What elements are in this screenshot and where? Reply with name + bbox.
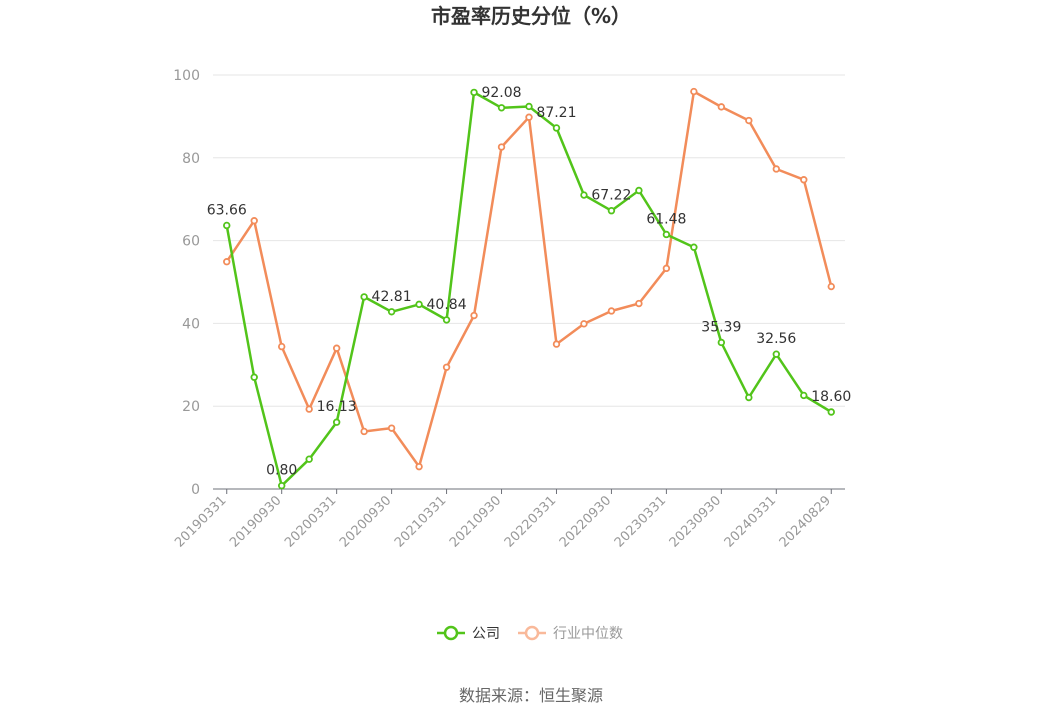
data-point: [690, 243, 698, 251]
data-point: [580, 191, 588, 199]
y-tick-label: 20: [182, 399, 200, 415]
data-label: 92.08: [481, 85, 521, 101]
y-tick-label: 40: [182, 316, 200, 332]
data-label: 40.84: [427, 297, 467, 313]
data-point: [442, 316, 451, 324]
data-point: [717, 103, 726, 111]
data-label: 35.39: [701, 319, 741, 335]
data-point: [415, 462, 423, 471]
x-tick-label: 20190930: [227, 493, 284, 550]
data-point: [223, 221, 231, 230]
data-point: [800, 176, 808, 184]
data-point: [470, 88, 478, 97]
x-tick-label: 20230331: [612, 493, 669, 550]
data-label: 18.60: [811, 389, 851, 405]
grid-lines: [213, 74, 845, 407]
x-tick-label: 20200331: [282, 493, 339, 550]
x-tick-label: 20210331: [392, 493, 449, 550]
data-point: [662, 230, 671, 239]
data-point: [690, 87, 698, 96]
data-label: 67.22: [591, 188, 631, 204]
data-point: [277, 481, 286, 490]
data-labels: 63.66 0.80 16.13 42.81 40.84 92.08 87.21 67.22 6…: [207, 85, 852, 479]
data-point: [277, 342, 286, 351]
data-point: [552, 124, 561, 132]
data-point: [772, 165, 781, 173]
data-point: [387, 424, 396, 432]
x-tick-label: 20240829: [777, 493, 834, 550]
data-point: [800, 391, 808, 400]
data-point: [497, 143, 506, 151]
y-tick-label: 100: [173, 68, 200, 84]
data-point: [360, 427, 368, 436]
data-point: [772, 350, 781, 358]
x-tick-label: 20190331: [172, 493, 229, 550]
y-tick-label: 80: [182, 151, 200, 167]
data-point: [387, 308, 396, 316]
data-point: [305, 455, 313, 463]
data-point: [442, 363, 451, 371]
data-point: [332, 418, 341, 426]
data-point: [332, 344, 341, 352]
x-tick-label: 20200930: [337, 493, 394, 550]
data-point: [662, 264, 671, 273]
data-point: [305, 405, 313, 413]
legend-label-0: 公司: [472, 626, 500, 642]
data-point: [525, 113, 533, 121]
data-point: [717, 338, 726, 347]
data-point: [250, 217, 258, 225]
data-label: 0.80: [266, 463, 297, 479]
data-point: [360, 293, 368, 301]
legend-marker-0: [443, 625, 459, 641]
x-tick-label: 20220331: [502, 493, 559, 550]
data-label: 87.21: [536, 105, 576, 121]
data-label: 63.66: [207, 202, 247, 218]
y-tick-label: 60: [182, 234, 200, 250]
source-note: 数据来源：恒生聚源: [459, 686, 603, 705]
data-point: [745, 393, 753, 402]
data-point: [635, 299, 643, 308]
data-point: [415, 300, 423, 309]
data-point: [470, 311, 478, 320]
data-label: 32.56: [756, 331, 796, 347]
data-point: [827, 282, 835, 291]
data-label: 42.81: [372, 289, 412, 305]
data-label: 16.13: [317, 399, 357, 415]
legend-label-1: 行业中位数: [553, 626, 623, 642]
legend[interactable]: 公司 行业中位数: [437, 625, 623, 642]
x-axis: 2019033120190930202003312020093020210331…: [172, 488, 845, 551]
data-point: [580, 320, 588, 328]
data-point: [745, 116, 753, 125]
x-tick-label: 20240331: [722, 493, 779, 550]
data-point: [552, 340, 561, 348]
data-point: [250, 373, 258, 381]
data-point: [635, 186, 643, 195]
x-tick-label: 20230930: [667, 493, 724, 550]
chart-title: 市盈率历史分位（%）: [431, 4, 631, 28]
legend-marker-1: [524, 625, 540, 641]
x-tick-label: 20210930: [447, 493, 504, 550]
x-tick-label: 20220930: [557, 493, 614, 550]
data-point: [525, 102, 533, 111]
data-point: [497, 104, 506, 112]
data-point: [223, 258, 231, 266]
y-axis: 0 20 40 60 80 100: [173, 68, 200, 498]
series-line-0: [225, 91, 832, 487]
data-label: 61.48: [646, 211, 686, 227]
data-point: [607, 307, 616, 315]
y-tick-label: 0: [191, 482, 200, 498]
series-group: [223, 87, 835, 490]
data-point: [827, 408, 835, 416]
data-point: [607, 207, 616, 215]
